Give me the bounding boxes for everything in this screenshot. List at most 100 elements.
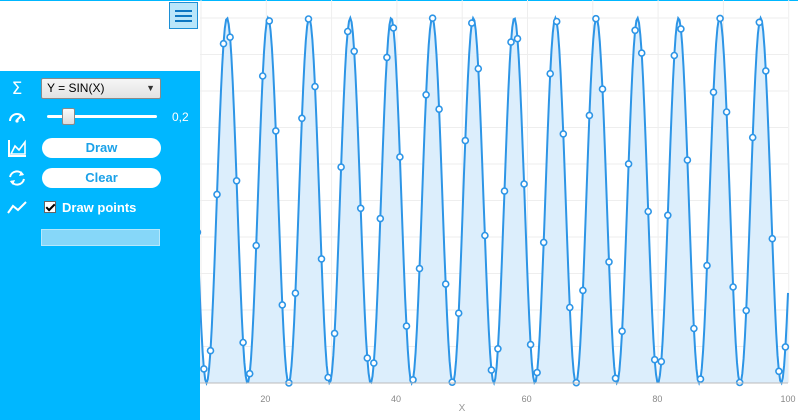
data-point [494,344,502,353]
data-point [252,241,261,250]
data-point [370,359,378,367]
hamburger-menu-icon [175,10,192,12]
data-point [343,27,352,36]
data-point [206,346,215,355]
data-point [467,19,476,27]
data-point [239,338,247,347]
top-border [0,0,798,1]
data-point [631,26,639,35]
data-point [611,374,620,383]
data-point [500,187,509,195]
data-point [402,322,411,330]
data-point [356,204,365,213]
text-input[interactable] [41,229,160,246]
draw-button[interactable]: Draw [42,138,161,158]
step-slider-track[interactable] [47,115,157,118]
data-point [716,14,724,23]
data-point [644,207,653,216]
data-point [213,190,221,199]
data-point [761,67,770,75]
sidebar: Σ Y = SIN(X) ▼ 0,2 Draw Clear Draw point… [0,71,200,420]
data-point [258,72,267,80]
data-point [435,105,443,113]
step-value: 0,2 [172,110,189,124]
data-point [624,160,633,168]
clear-button[interactable]: Clear [42,168,161,188]
chevron-down-icon: ▼ [146,83,155,93]
data-point [330,329,339,338]
data-point [422,91,430,99]
data-point [775,367,783,376]
sine-chart: 20 40 60 80 100 X [200,0,796,414]
data-point [487,366,496,374]
data-point [696,375,705,383]
data-point [585,111,594,120]
hamburger-line [175,20,192,22]
data-point [748,133,757,142]
x-axis-label: X [459,403,466,414]
data-point [409,375,417,384]
data-point [605,258,613,266]
data-point [559,130,568,138]
data-point [598,85,607,93]
data-point [579,286,587,295]
data-point [781,343,790,351]
data-point [200,365,208,373]
data-point [245,369,254,378]
data-point [755,18,764,27]
data-point [565,303,574,312]
x-tick-label: 60 [522,394,532,404]
function-select[interactable]: Y = SIN(X) ▼ [41,78,161,99]
data-point [677,25,685,33]
data-point [683,156,692,164]
data-point [448,378,456,387]
data-point [454,309,463,318]
data-point [513,34,522,43]
data-point [291,289,300,298]
area-chart-icon [6,137,28,159]
refresh-icon [6,167,28,189]
line-chart-icon [6,197,28,219]
data-point [526,340,535,349]
draw-points-checkbox[interactable] [44,201,56,213]
x-tick-label: 80 [652,394,662,404]
data-point [226,33,234,42]
x-tick-label: 100 [780,394,795,404]
data-point [546,69,555,78]
data-point [481,231,489,240]
area-fill [200,18,788,383]
data-point [618,327,626,336]
data-point [663,211,672,220]
data-point [363,354,372,362]
data-point [539,238,548,247]
data-point [650,355,659,364]
data-point [219,39,228,48]
data-point [415,264,424,273]
data-point [709,88,718,96]
hamburger-line [175,15,192,17]
data-point [441,280,450,288]
sigma-icon: Σ [11,79,23,99]
data-point [265,17,274,25]
data-point [350,47,358,56]
speedometer-icon [6,106,28,128]
data-point [389,24,398,32]
data-point [729,283,737,291]
draw-points-label: Draw points [62,200,137,215]
data-point [768,234,777,243]
data-point [533,368,541,377]
step-slider-thumb[interactable] [62,108,75,125]
data-point [337,163,345,171]
data-point [304,15,313,23]
x-tick-label: 40 [391,394,401,404]
data-point [474,64,483,73]
data-point [232,177,241,185]
data-point [461,136,470,145]
data-point [520,180,528,188]
data-point [742,306,751,315]
data-point [507,38,515,46]
hamburger-menu-button[interactable] [169,2,198,29]
data-point [690,324,698,333]
data-point [657,357,666,366]
